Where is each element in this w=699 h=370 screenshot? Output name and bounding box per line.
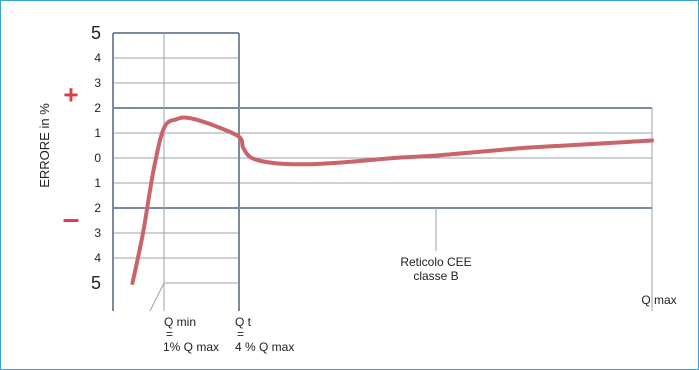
minus-sign: – <box>63 203 80 236</box>
leader-line <box>149 282 239 312</box>
y-tick-label: 5 <box>91 273 101 293</box>
y-tick-label: 0 <box>94 151 101 165</box>
envelope-label-line1: Reticolo CEE <box>400 255 471 269</box>
y-tick-label: 1 <box>94 126 101 140</box>
y-tick-label: 5 <box>91 23 101 43</box>
qmin-label-line3: 1% Q max <box>163 340 219 354</box>
qmax-label: Q max <box>641 293 676 307</box>
y-tick-label: 2 <box>94 201 101 215</box>
y-tick-label: 3 <box>94 226 101 240</box>
y-tick-label: 1 <box>94 176 101 190</box>
y-tick-label: 3 <box>94 76 101 90</box>
plus-sign: + <box>63 80 78 110</box>
qt-label-line2: = <box>237 327 244 341</box>
qt-label-line1: Q t <box>235 315 252 329</box>
qmin-label-line1: Q min <box>164 315 196 329</box>
error-curve-line <box>130 115 654 285</box>
qt-label-line3: 4 % Q max <box>235 340 294 354</box>
envelope-label-line2: classe B <box>413 269 458 283</box>
y-tick-label: 4 <box>94 251 101 265</box>
y-axis-label: ERRORE in % <box>37 103 52 188</box>
qmin-label-line2: = <box>166 327 173 341</box>
y-tick-label: 2 <box>94 101 101 115</box>
y-tick-label: 4 <box>94 51 101 65</box>
